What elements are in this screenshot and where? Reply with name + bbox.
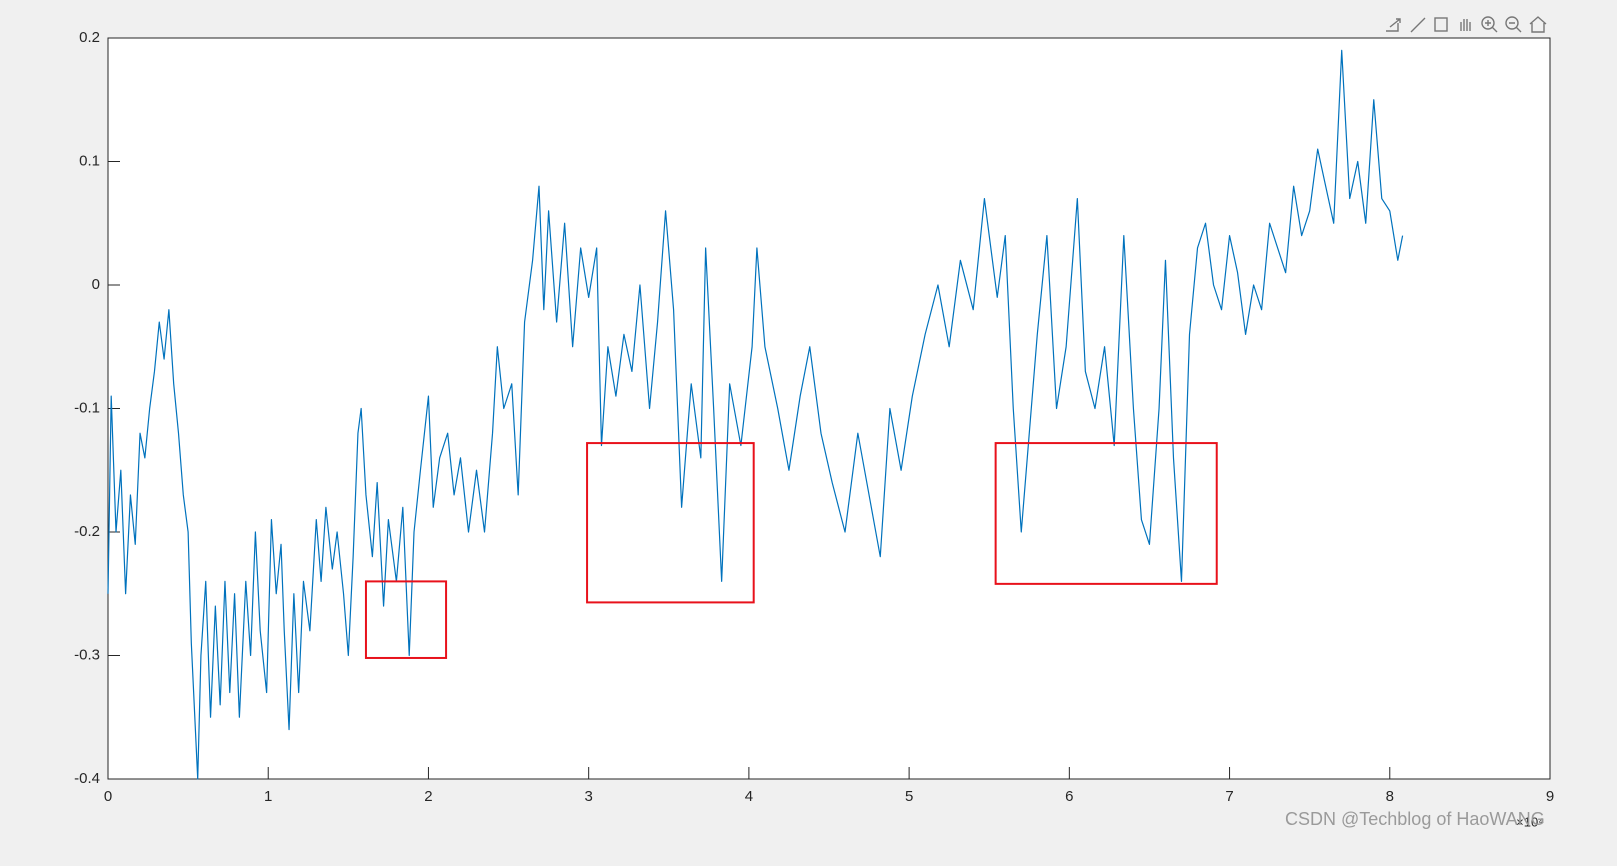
toolbar[interactable] xyxy=(1386,16,1547,33)
zoom-out-icon[interactable] xyxy=(1505,16,1519,30)
x-tick-label: 4 xyxy=(745,788,753,805)
x-tick-label: 7 xyxy=(1225,788,1233,805)
x-tick-label: 2 xyxy=(424,788,432,805)
y-tick-label: -0.4 xyxy=(74,770,100,787)
y-tick-label: -0.1 xyxy=(74,399,100,416)
y-tick-label: 0.2 xyxy=(79,29,100,46)
highlight-box xyxy=(994,442,1218,585)
highlight-box xyxy=(586,442,755,604)
zoom-in-icon[interactable] xyxy=(1481,16,1495,30)
x-tick-label: 3 xyxy=(584,788,592,805)
x-tick-label: 0 xyxy=(104,788,112,805)
brush-icon[interactable] xyxy=(1410,17,1426,33)
zoom-in-glyph xyxy=(1485,20,1498,33)
x-tick-label: 1 xyxy=(264,788,272,805)
zoom-out-glyph xyxy=(1509,22,1522,33)
x-tick-label: 8 xyxy=(1386,788,1394,805)
axes xyxy=(107,37,1551,780)
watermark: CSDN @Techblog of HaoWANG xyxy=(1285,809,1545,829)
x-exponent: ×10⁴ xyxy=(1516,814,1544,829)
datatip-icon[interactable] xyxy=(1434,17,1448,32)
data-line xyxy=(107,49,1404,780)
export-icon[interactable] xyxy=(1386,18,1401,32)
y-tick-label: -0.2 xyxy=(74,523,100,540)
x-tick-label: 6 xyxy=(1065,788,1073,805)
y-tick-label: -0.3 xyxy=(74,646,100,663)
x-tick-label: 5 xyxy=(905,788,913,805)
pan-icon[interactable] xyxy=(1460,19,1471,31)
home-icon[interactable] xyxy=(1529,16,1547,33)
y-tick-label: 0 xyxy=(92,276,100,293)
highlight-box xyxy=(364,580,448,659)
x-tick-label: 9 xyxy=(1546,788,1554,805)
y-tick-label: 0.1 xyxy=(79,152,100,169)
